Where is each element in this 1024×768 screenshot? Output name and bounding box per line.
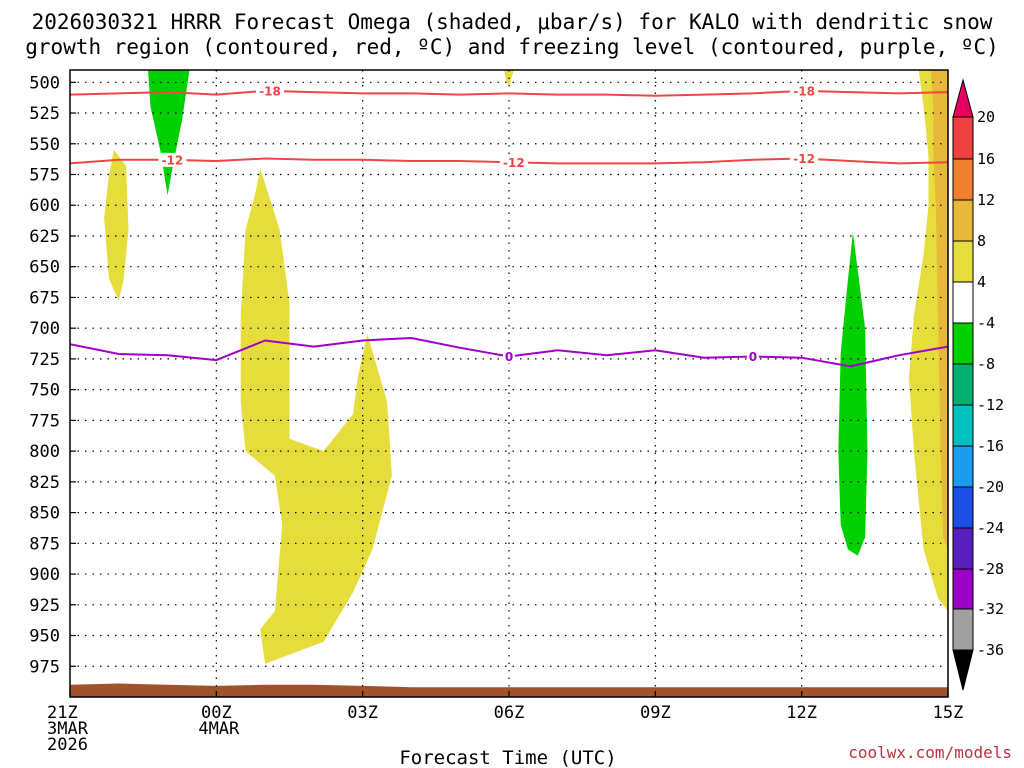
- y-tick-label: 775: [29, 411, 60, 431]
- contour-label-bg: [158, 152, 187, 167]
- y-tick-label: 875: [29, 534, 60, 554]
- colorbar-tick-label: 8: [977, 232, 986, 250]
- contour-label-bg: [790, 151, 819, 166]
- colorbar-segment: [952, 322, 974, 365]
- y-tick-label: 850: [29, 504, 60, 524]
- y-tick-label: 925: [29, 596, 60, 616]
- x-tick-label: 15Z: [933, 703, 964, 723]
- y-tick-label: 625: [29, 227, 60, 247]
- colorbar-segment: [952, 158, 974, 201]
- colorbar-tick-label: 4: [977, 273, 986, 291]
- omega-shade-region: [930, 70, 948, 550]
- x-tick-label: 3MAR: [47, 719, 89, 739]
- chart-title-line2: growth region (contoured, red, ºC) and f…: [25, 35, 999, 59]
- y-tick-label: 550: [29, 135, 60, 155]
- y-tick-label: 725: [29, 350, 60, 370]
- x-tick-label: 21Z: [47, 703, 78, 723]
- y-tick-label: 500: [29, 73, 60, 93]
- colorbar-segment: [952, 363, 974, 406]
- colorbar-tick-label: -24: [977, 519, 1004, 537]
- colorbar-segment: [952, 608, 974, 651]
- omega-shade-region: [240, 168, 392, 664]
- x-tick-label: 12Z: [786, 703, 817, 723]
- colorbar-tick-label: 16: [977, 150, 995, 168]
- chart-title-line1: 2026030321 HRRR Forecast Omega (shaded, …: [32, 10, 993, 34]
- contour-label-bg: [255, 84, 284, 99]
- colorbar-segment: [952, 527, 974, 570]
- colorbar-segment: [952, 116, 974, 160]
- contour-label: 0: [505, 350, 513, 364]
- plot-area: -18 -18 -12 -12 -12 0 0 500 525 550 575 600 625 650 67…: [29, 69, 1004, 755]
- x-tick-label: 09Z: [640, 703, 671, 723]
- y-tick-label: 600: [29, 196, 60, 216]
- omega-shade-region: [148, 70, 190, 196]
- colorbar-tick-label: -8: [977, 355, 995, 373]
- y-tick-label: 950: [29, 627, 60, 647]
- contour-label: 0: [749, 350, 757, 364]
- contour-label: -12: [503, 156, 525, 170]
- x-tick-label: 2026: [47, 735, 88, 755]
- y-tick-label: 975: [29, 657, 60, 677]
- omega-shade-region: [104, 149, 129, 302]
- x-axis-label: Forecast Time (UTC): [399, 747, 616, 768]
- colorbar-segment: [952, 404, 974, 447]
- colorbar-tick-label: -32: [977, 600, 1004, 618]
- contour-label: -12: [793, 152, 815, 166]
- contour-label-bg: [746, 349, 759, 364]
- contour-label-bg: [790, 83, 819, 98]
- colorbar-top-arrow: [952, 78, 974, 118]
- credit-text: coolwx.com/models: [848, 743, 1012, 762]
- colorbar-segment: [952, 240, 974, 283]
- y-tick-label: 650: [29, 258, 60, 278]
- colorbar-tick-label: 20: [977, 108, 995, 126]
- y-tick-label: 900: [29, 565, 60, 585]
- colorbar-tick-label: -16: [977, 437, 1004, 455]
- contour-label-bg: [503, 349, 515, 364]
- colorbar-tick-label: -28: [977, 560, 1004, 578]
- shading-layer: [70, 70, 948, 697]
- y-tick-label: 750: [29, 381, 60, 401]
- colorbar-tick-label: 12: [977, 191, 995, 209]
- colorbar-bottom-arrow: [952, 649, 974, 691]
- colorbar-segment: [952, 568, 974, 610]
- colorbar-segment: [952, 199, 974, 242]
- colorbar-tick-label: -12: [977, 396, 1004, 414]
- x-tick-label: 06Z: [494, 703, 525, 723]
- colorbar-tick-label: -20: [977, 478, 1004, 496]
- y-tick-label: 800: [29, 442, 60, 462]
- x-tick-label: 4MAR: [198, 719, 240, 739]
- y-tick-label: 525: [29, 104, 60, 124]
- y-tick-label: 575: [29, 166, 60, 186]
- contour-label: -18: [793, 84, 815, 98]
- colorbar-segment: [952, 445, 974, 488]
- contour-label-bg: [499, 155, 528, 170]
- colorbar-segment: [952, 486, 974, 529]
- contour-label: -12: [162, 153, 184, 167]
- x-tick-label: 00Z: [201, 703, 232, 723]
- y-tick-label: 675: [29, 288, 60, 308]
- omega-shade-region: [838, 232, 868, 556]
- colorbar-tick-label: -4: [977, 314, 995, 332]
- y-tick-label: 825: [29, 473, 60, 493]
- colorbar-tick-label: -36: [977, 641, 1004, 659]
- terrain-fill: [70, 683, 948, 697]
- y-tick-label: 700: [29, 319, 60, 339]
- x-tick-label: 03Z: [347, 703, 378, 723]
- colorbar-segment: [952, 281, 974, 324]
- contour-label: -18: [259, 85, 281, 99]
